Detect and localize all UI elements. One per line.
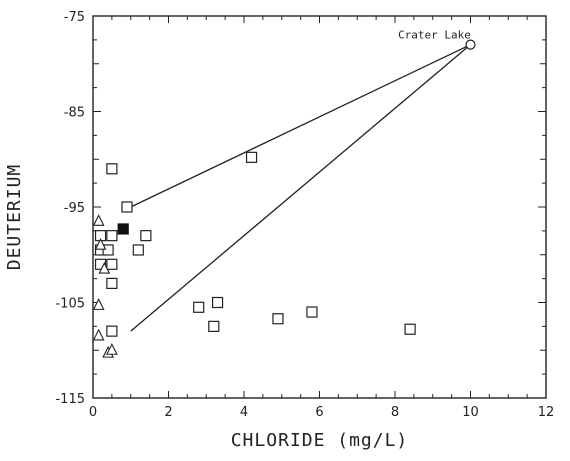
open-square-point bbox=[140, 230, 152, 242]
open-triangle-point bbox=[94, 237, 107, 250]
open-square-point bbox=[272, 313, 284, 325]
open-triangle-point bbox=[92, 328, 105, 341]
x-tick-label: 10 bbox=[462, 405, 479, 420]
x-tick-label: 8 bbox=[391, 405, 399, 420]
open-square-point bbox=[106, 325, 118, 337]
open-square-point bbox=[106, 163, 118, 175]
open-square-point bbox=[106, 258, 118, 270]
open-triangle-point bbox=[98, 261, 111, 274]
annotations: Crater Lake bbox=[398, 29, 471, 42]
open-triangle-point bbox=[105, 343, 118, 355]
y-tick-label: -85 bbox=[64, 106, 85, 121]
open-square-point bbox=[106, 230, 118, 242]
data-points bbox=[92, 39, 476, 358]
filled-square-point bbox=[117, 223, 129, 235]
crater-lake-annotation: Crater Lake bbox=[398, 29, 471, 42]
open-triangle-point bbox=[92, 298, 105, 310]
open-square-point bbox=[245, 151, 258, 163]
open-square-point bbox=[121, 201, 133, 213]
y-tick-label: -95 bbox=[64, 201, 85, 216]
x-tick-label: 12 bbox=[538, 405, 555, 420]
y-axis-title: DEUTERIUM bbox=[4, 164, 25, 271]
open-square-point bbox=[193, 301, 205, 313]
x-tick-label: 0 bbox=[89, 405, 97, 420]
open-square-point bbox=[211, 296, 224, 309]
mixing-line bbox=[130, 44, 471, 208]
open-square-point bbox=[132, 244, 144, 256]
y-tick-label: -105 bbox=[55, 297, 85, 312]
open-circle-point bbox=[465, 39, 476, 50]
open-triangle-point bbox=[92, 214, 105, 226]
mixing-line bbox=[130, 44, 471, 332]
x-tick-label: 2 bbox=[164, 405, 172, 420]
y-tick-label: -75 bbox=[64, 10, 85, 25]
open-square-point bbox=[404, 323, 416, 335]
x-tick-label: 4 bbox=[240, 405, 248, 420]
open-square-point bbox=[106, 277, 118, 289]
y-tick-label: -115 bbox=[55, 392, 85, 407]
tick-labels: 0 2 4 6 8 10 12 -115 -105 -95 -85 -75 bbox=[55, 10, 554, 420]
x-axis-title: CHLORIDE (mg/L) bbox=[231, 430, 409, 451]
mixing-lines bbox=[130, 44, 471, 332]
open-square-point bbox=[306, 306, 318, 318]
open-square-point bbox=[102, 244, 114, 256]
x-tick-label: 6 bbox=[315, 405, 323, 420]
open-square-point bbox=[208, 320, 220, 332]
